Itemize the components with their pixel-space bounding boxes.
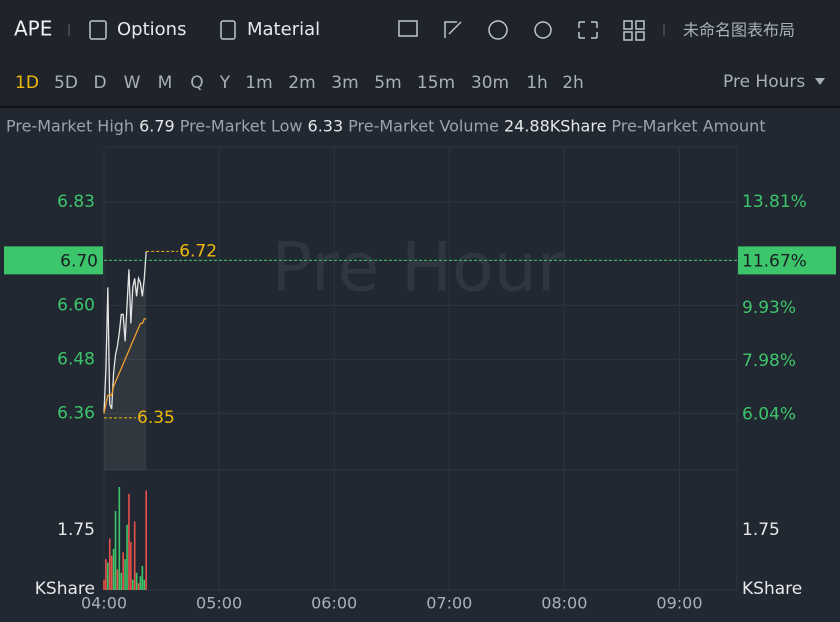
current-change-box <box>738 246 836 275</box>
volume-bar <box>112 548 115 590</box>
volume-bar <box>137 583 140 590</box>
reset-icon[interactable] <box>488 20 508 40</box>
interval-button[interactable]: M <box>158 73 173 93</box>
dropdown-arrow[interactable] <box>815 78 825 85</box>
volume-unit: KShare <box>742 579 802 599</box>
chart-area <box>0 108 840 622</box>
options-icon[interactable] <box>89 20 107 40</box>
fullscreen-icon[interactable] <box>578 21 598 39</box>
volume-bar <box>110 555 113 590</box>
interval-button[interactable]: W <box>124 73 141 93</box>
volume-bar <box>133 521 136 590</box>
x-tick-label: 05:00 <box>196 594 242 613</box>
layout-name[interactable]: 未命名图表布局 <box>683 21 795 40</box>
volume-bar <box>118 487 121 590</box>
stat-label: Pre-Market High <box>6 117 134 136</box>
session-select[interactable]: Pre Hours <box>723 72 805 92</box>
current-change-label: 11.67% <box>742 251 807 271</box>
interval-button[interactable]: 3m <box>331 73 358 93</box>
volume-bar <box>141 565 144 590</box>
series-line <box>103 251 147 414</box>
series-line <box>103 318 147 414</box>
y2-tick-label: 7.98% <box>742 351 796 371</box>
material-button[interactable]: Material <box>247 19 320 40</box>
volume-bar <box>105 559 107 590</box>
interval-button[interactable]: 30m <box>471 73 509 93</box>
volume-bar <box>126 524 128 590</box>
stat-value: 24.88KShare <box>504 117 606 136</box>
y-tick-label: 6.48 <box>57 349 95 369</box>
interval-button[interactable]: 5m <box>374 73 401 93</box>
volume-bar <box>108 538 111 590</box>
draw-icon[interactable] <box>444 21 462 38</box>
y-tick-label: 6.83 <box>57 192 95 212</box>
volume-bar <box>124 559 126 590</box>
volume-bar <box>139 576 142 590</box>
current-price-box <box>4 246 103 275</box>
annotation-label: 6.35 <box>137 408 175 428</box>
volume-unit: KShare <box>35 579 95 599</box>
watermark: Pre Hour <box>271 229 565 308</box>
options-button[interactable]: Options <box>117 19 186 40</box>
volume-bar <box>120 572 123 590</box>
settings-icon[interactable] <box>534 21 552 39</box>
volume-bar <box>135 572 138 590</box>
y2-tick-label: 6.04% <box>742 404 796 424</box>
interval-button[interactable]: 5D <box>54 73 78 93</box>
volume-bar <box>114 511 117 590</box>
volume-bar <box>145 490 147 590</box>
x-tick-label: 07:00 <box>426 594 472 613</box>
volume-bar <box>107 562 109 590</box>
interval-button[interactable]: D <box>93 73 106 93</box>
y2-tick-label: 9.93% <box>742 298 796 318</box>
interval-button[interactable]: 2h <box>562 73 584 93</box>
interval-button[interactable]: 15m <box>417 73 455 93</box>
volume-bar <box>122 552 124 590</box>
volume-tick-label: 1.75 <box>742 520 780 540</box>
tool-icons <box>398 20 645 41</box>
volume-bar <box>143 579 146 590</box>
current-price-label: 6.70 <box>60 251 98 271</box>
stat-label: Pre-Market Amount <box>611 117 765 136</box>
y-tick-label: 6.60 <box>57 295 95 315</box>
interval-button[interactable]: Q <box>190 73 203 93</box>
stat-label: Pre-Market Volume <box>348 117 499 136</box>
interval-button[interactable]: 1h <box>526 73 548 93</box>
interval-button[interactable]: 1D <box>15 73 39 93</box>
volume-bar <box>130 541 132 590</box>
indicator-icon[interactable] <box>398 20 418 37</box>
volume-bar <box>116 569 119 590</box>
x-tick-label: 09:00 <box>656 594 702 613</box>
stat-label: Pre-Market Low <box>180 117 303 136</box>
volume-bar <box>131 579 134 590</box>
annotation-label: 6.72 <box>179 241 217 261</box>
material-icon[interactable] <box>220 20 236 40</box>
volume-bar <box>128 493 130 590</box>
y2-tick-label: 13.81% <box>742 192 807 212</box>
stat-value: 6.33 <box>308 117 344 136</box>
x-tick-label: 08:00 <box>541 594 587 613</box>
interval-button[interactable]: 2m <box>288 73 315 93</box>
symbol[interactable]: APE <box>14 17 52 41</box>
volume-bar <box>103 579 105 590</box>
stat-value: 6.79 <box>139 117 175 136</box>
x-tick-label: 04:00 <box>81 594 127 613</box>
layout-icon[interactable] <box>623 20 645 41</box>
interval-button[interactable]: 1m <box>245 73 272 93</box>
y-tick-label: 6.36 <box>57 403 95 423</box>
x-tick-label: 06:00 <box>311 594 357 613</box>
volume-tick-label: 1.75 <box>57 520 95 540</box>
interval-button[interactable]: Y <box>219 73 231 93</box>
